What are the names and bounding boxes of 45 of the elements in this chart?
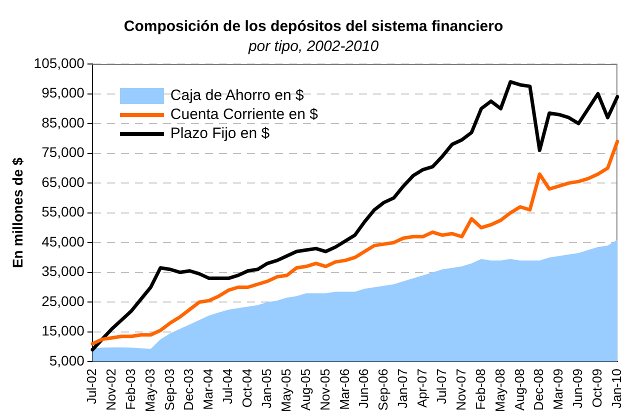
- x-tick-label: Dec-08: [531, 368, 546, 411]
- x-tick-label: Oct-09: [590, 368, 605, 408]
- x-tick-label: Jan-10: [608, 368, 624, 408]
- legend-label: Caja de Ahorro en $: [170, 87, 304, 104]
- x-tick-label: Jan-05: [258, 368, 274, 408]
- x-tick-label: Apr-07: [414, 368, 430, 408]
- x-tick-label: Feb-08: [472, 368, 488, 410]
- x-tick-label: Jul-04: [220, 368, 236, 404]
- x-tick-label: Sep-06: [376, 368, 391, 411]
- x-tick-label: Jun-06: [356, 368, 372, 408]
- x-tick-label: Jan-07: [395, 368, 410, 408]
- x-tick-label: Aug-08: [512, 368, 527, 411]
- y-tick-label: 35,000: [42, 263, 85, 280]
- x-tick-label: Aug-05: [298, 368, 313, 411]
- x-tick-label: Mar-04: [200, 368, 216, 410]
- legend-label: Cuenta Corriente en $: [170, 106, 318, 123]
- x-tick-label: Sep-03: [162, 368, 177, 411]
- y-tick-label: 105,000: [34, 54, 85, 71]
- y-tick-label: 5,000: [49, 352, 85, 369]
- x-tick-label: Oct-04: [240, 368, 255, 408]
- y-tick-label: 85,000: [42, 114, 85, 130]
- x-tick-label: Jul-07: [434, 368, 449, 404]
- x-tick-label: Jul-02: [84, 368, 99, 404]
- y-tick-label: 55,000: [42, 204, 85, 220]
- y-axis-title: En millones de $: [9, 157, 26, 268]
- x-tick-label: Dec-03: [181, 368, 196, 411]
- y-tick-label: 65,000: [42, 174, 85, 190]
- y-tick-label: 25,000: [42, 292, 85, 309]
- x-tick-label: Mar-06: [336, 368, 352, 410]
- x-tick-label: Feb-03: [122, 368, 138, 410]
- x-tick-label: Jun-09: [570, 368, 586, 408]
- y-tick-label: 95,000: [42, 84, 85, 101]
- y-tick-label: 45,000: [42, 233, 85, 250]
- x-tick-label: May-03: [142, 368, 158, 412]
- chart-title: Composición de los depósitos del sistema financiero: [124, 18, 504, 36]
- chart-subtitle: por tipo, 2002-2010: [247, 38, 380, 56]
- y-tick-label: 75,000: [42, 144, 85, 160]
- x-tick-label: Nov-02: [103, 368, 118, 411]
- x-tick-label: May-05: [278, 368, 294, 412]
- x-tick-label: Nov-07: [453, 368, 468, 411]
- x-tick-label: Mar-09: [550, 368, 566, 410]
- x-tick-label: Nov-05: [317, 368, 332, 411]
- y-tick-label: 15,000: [42, 322, 85, 339]
- legend-label: Plazo Fijo en $: [170, 125, 270, 142]
- x-tick-label: May-08: [492, 368, 508, 412]
